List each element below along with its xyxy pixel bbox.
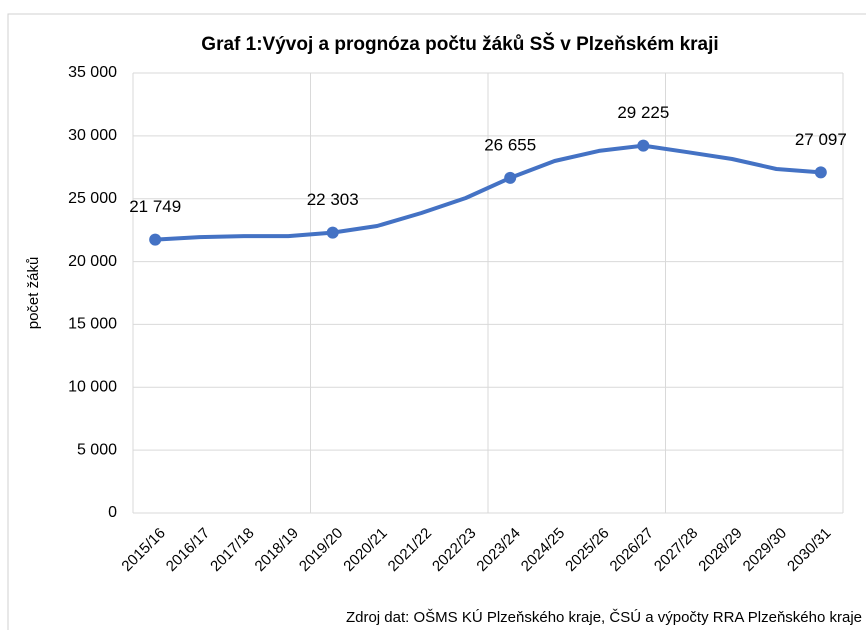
source-note: Zdroj dat: OŠMS KÚ Plzeňského kraje, ČSÚ… (346, 609, 862, 626)
x-tick-label: 2019/20 (296, 525, 346, 575)
data-marker (504, 171, 517, 184)
x-tick-label: 2022/23 (429, 525, 479, 575)
x-tick-label: 2020/21 (340, 525, 390, 575)
data-marker (814, 166, 827, 179)
chart-title: Graf 1:Vývoj a prognóza počtu žáků SŠ v … (201, 33, 718, 55)
data-marker (326, 226, 339, 239)
x-tick-label: 2029/30 (740, 525, 790, 575)
data-marker (637, 139, 650, 152)
data-label: 29 225 (617, 103, 669, 122)
y-tick-label: 5 000 (77, 441, 117, 458)
x-tick-label: 2030/31 (784, 525, 834, 575)
y-tick-label: 20 000 (68, 253, 117, 270)
y-tick-label: 15 000 (68, 316, 117, 333)
data-label: 21 749 (129, 197, 181, 216)
y-axis-label: počet žáků (25, 257, 42, 330)
data-line (153, 143, 823, 242)
x-tick-label: 2015/16 (118, 525, 168, 575)
x-tick-label: 2024/25 (518, 525, 568, 575)
y-tick-label: 35 000 (68, 64, 117, 81)
y-tick-label: 0 (108, 504, 117, 521)
data-label: 22 303 (307, 190, 359, 209)
x-tick-label: 2027/28 (651, 525, 701, 575)
x-tick-label: 2025/26 (562, 525, 612, 575)
chart-frame (7, 13, 866, 630)
y-tick-label: 30 000 (68, 127, 117, 144)
x-tick-label: 2026/27 (607, 525, 657, 575)
x-tick-label: 2016/17 (163, 525, 213, 575)
x-tick-label: 2017/18 (207, 525, 257, 575)
y-tick-label: 10 000 (68, 379, 117, 396)
data-label: 27 097 (795, 130, 847, 149)
data-marker (149, 233, 162, 246)
y-tick-label: 25 000 (68, 190, 117, 207)
x-tick-label: 2028/29 (695, 525, 745, 575)
x-tick-label: 2018/19 (252, 525, 302, 575)
x-tick-label: 2021/22 (385, 525, 435, 575)
data-label: 26 655 (484, 135, 536, 154)
x-tick-label: 2023/24 (473, 525, 523, 575)
